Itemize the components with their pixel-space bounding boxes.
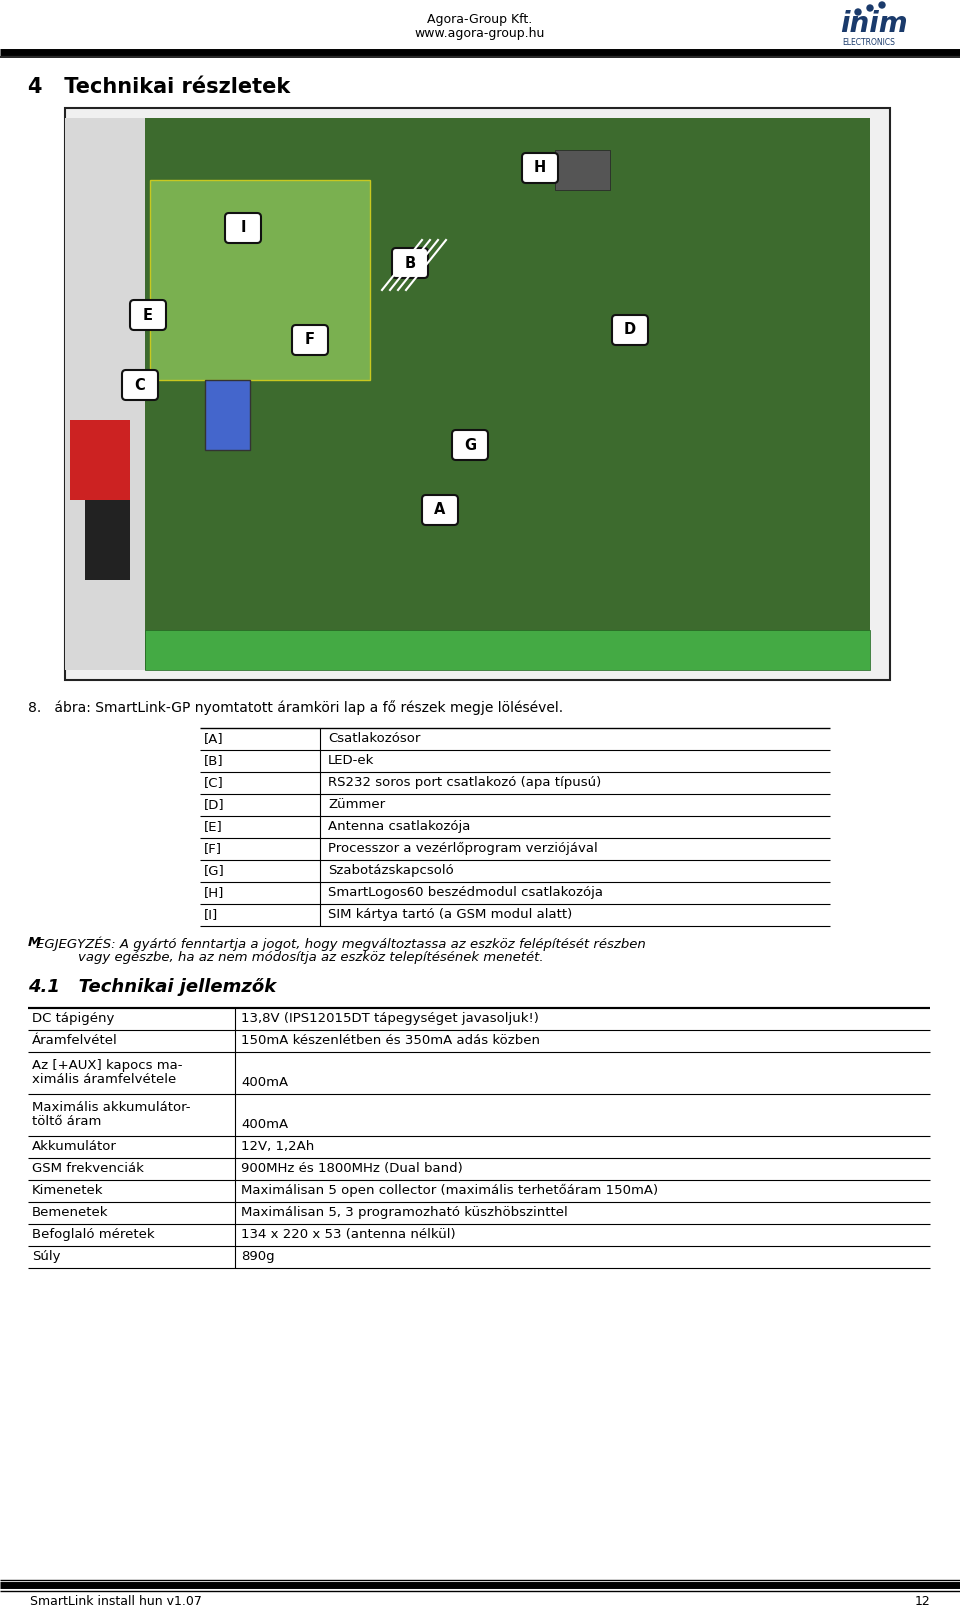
Text: M: M <box>28 936 41 949</box>
Text: 4.1   Technikai jellemzők: 4.1 Technikai jellemzők <box>28 978 276 996</box>
Text: Csatlakozósor: Csatlakozósor <box>328 732 420 745</box>
Text: Súly: Súly <box>32 1250 60 1263</box>
Text: GSM frekvenciák: GSM frekvenciák <box>32 1162 144 1175</box>
Circle shape <box>855 10 861 15</box>
Text: Maximális akkumulátor-: Maximális akkumulátor- <box>32 1101 190 1114</box>
Text: Befoglaló méretek: Befoglaló méretek <box>32 1227 155 1242</box>
Text: 12: 12 <box>914 1595 930 1608</box>
Text: Agora-Group Kft.: Agora-Group Kft. <box>427 13 533 26</box>
Text: Szabotázskapcsoló: Szabotázskapcsoló <box>328 865 454 877</box>
Text: [E]: [E] <box>204 819 223 834</box>
Text: SmartLink install hun v1.07: SmartLink install hun v1.07 <box>30 1595 202 1608</box>
Bar <box>65 108 890 680</box>
Text: E: E <box>143 308 153 322</box>
FancyBboxPatch shape <box>612 316 648 345</box>
Circle shape <box>867 5 873 11</box>
Text: B: B <box>404 256 416 270</box>
Bar <box>555 151 610 189</box>
Text: [C]: [C] <box>204 776 224 788</box>
Bar <box>70 419 130 500</box>
Text: Bemenetek: Bemenetek <box>32 1206 108 1219</box>
Text: LED-ek: LED-ek <box>328 754 374 767</box>
Text: EGJEGYZÉS: A gyártó fenntartja a jogot, hogy megváltoztassa az eszköz felépítésé: EGJEGYZÉS: A gyártó fenntartja a jogot, … <box>36 936 646 950</box>
Text: A: A <box>434 502 445 518</box>
Text: SIM kártya tartó (a GSM modul alatt): SIM kártya tartó (a GSM modul alatt) <box>328 908 572 921</box>
Text: 12V, 1,2Ah: 12V, 1,2Ah <box>241 1140 314 1153</box>
Text: Processzor a vezérlőprogram verziójával: Processzor a vezérlőprogram verziójával <box>328 842 598 855</box>
Text: Zümmer: Zümmer <box>328 798 385 811</box>
Text: 400mA: 400mA <box>241 1077 288 1090</box>
Text: G: G <box>464 437 476 452</box>
FancyBboxPatch shape <box>522 154 558 183</box>
Text: [A]: [A] <box>204 732 224 745</box>
Text: inim: inim <box>840 10 907 37</box>
Text: [F]: [F] <box>204 842 222 855</box>
Bar <box>145 118 870 670</box>
Text: C: C <box>134 377 145 392</box>
Text: Akkumulátor: Akkumulátor <box>32 1140 117 1153</box>
FancyBboxPatch shape <box>292 325 328 355</box>
Text: DC tápigény: DC tápigény <box>32 1012 114 1025</box>
Text: [D]: [D] <box>204 798 225 811</box>
Text: www.agora-group.hu: www.agora-group.hu <box>415 28 545 40</box>
FancyBboxPatch shape <box>130 300 166 330</box>
Text: 13,8V (IPS12015DT tápegységet javasoljuk!): 13,8V (IPS12015DT tápegységet javasoljuk… <box>241 1012 539 1025</box>
Text: D: D <box>624 322 636 337</box>
Bar <box>150 180 370 380</box>
Text: 890g: 890g <box>241 1250 275 1263</box>
Text: [G]: [G] <box>204 865 225 877</box>
Text: Kimenetek: Kimenetek <box>32 1183 104 1196</box>
Text: vagy egészbe, ha az nem módosítja az eszköz telepítésének menetét.: vagy egészbe, ha az nem módosítja az esz… <box>78 950 543 963</box>
Bar <box>205 380 250 450</box>
Text: I: I <box>240 220 246 235</box>
Text: Antenna csatlakozója: Antenna csatlakozója <box>328 819 470 834</box>
Bar <box>65 118 145 670</box>
Text: 400mA: 400mA <box>241 1119 288 1132</box>
Text: Maximálisan 5 open collector (maximális terhetőáram 150mA): Maximálisan 5 open collector (maximális … <box>241 1183 659 1196</box>
Text: Áramfelvétel: Áramfelvétel <box>32 1035 118 1047</box>
Text: [B]: [B] <box>204 754 224 767</box>
Text: töltő áram: töltő áram <box>32 1115 102 1128</box>
Text: F: F <box>305 332 315 348</box>
Text: Az [+AUX] kapocs ma-: Az [+AUX] kapocs ma- <box>32 1059 182 1072</box>
Circle shape <box>879 2 885 8</box>
Text: SmartLogos60 beszédmodul csatlakozója: SmartLogos60 beszédmodul csatlakozója <box>328 886 603 899</box>
Text: 900MHz és 1800MHz (Dual band): 900MHz és 1800MHz (Dual band) <box>241 1162 463 1175</box>
FancyBboxPatch shape <box>122 371 158 400</box>
FancyBboxPatch shape <box>422 495 458 525</box>
Text: 150mA készenlétben és 350mA adás közben: 150mA készenlétben és 350mA adás közben <box>241 1035 540 1047</box>
FancyBboxPatch shape <box>392 248 428 278</box>
FancyBboxPatch shape <box>225 214 261 243</box>
FancyBboxPatch shape <box>452 431 488 460</box>
Text: H: H <box>534 160 546 175</box>
Bar <box>85 500 130 580</box>
Text: ELECTRONICS: ELECTRONICS <box>842 37 895 47</box>
Text: [I]: [I] <box>204 908 218 921</box>
Text: [H]: [H] <box>204 886 225 899</box>
Text: RS232 soros port csatlakozó (apa típusú): RS232 soros port csatlakozó (apa típusú) <box>328 776 601 788</box>
Text: Maximálisan 5, 3 programozható küszhöbszinttel: Maximálisan 5, 3 programozható küszhöbsz… <box>241 1206 567 1219</box>
Text: 4   Technikai részletek: 4 Technikai részletek <box>28 78 290 97</box>
Text: 134 x 220 x 53 (antenna nélkül): 134 x 220 x 53 (antenna nélkül) <box>241 1227 456 1242</box>
Text: 8.   ábra: SmartLink-GP nyomtatott áramköri lap a fő részek megje lölésével.: 8. ábra: SmartLink-GP nyomtatott áramkör… <box>28 699 564 716</box>
Text: ximális áramfelvétele: ximális áramfelvétele <box>32 1073 177 1086</box>
Bar <box>145 630 870 670</box>
